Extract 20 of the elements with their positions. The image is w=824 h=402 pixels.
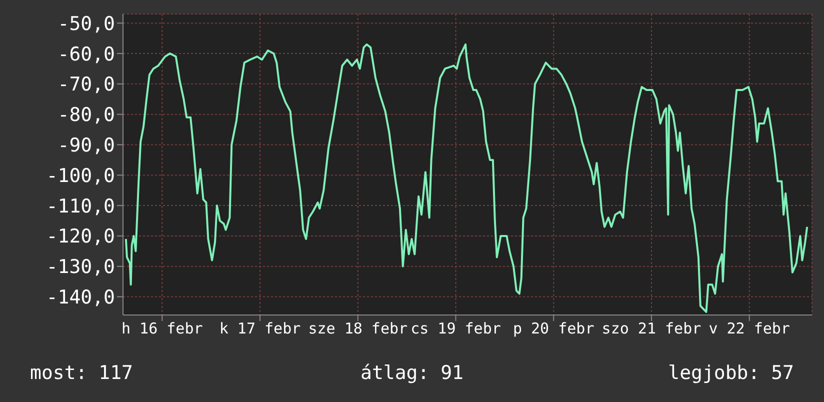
y-tick-label: -100,0: [46, 164, 115, 187]
y-tick-label: -80,0: [58, 104, 115, 126]
x-tick-label: sze 18 febr: [308, 320, 408, 338]
text: átlag: 91: [360, 362, 464, 384]
y-tick-label: -120,0: [46, 226, 115, 248]
y-tick-label: -60,0: [58, 43, 115, 66]
x-tick-label: v 22 febr: [708, 320, 790, 338]
x-tick-label: p 20 febr: [512, 320, 594, 338]
x-tick-label: k 17 febr: [219, 320, 301, 338]
text: most: 117: [30, 362, 133, 384]
y-tick-label: -70,0: [58, 74, 115, 96]
y-tick-label: -140,0: [46, 286, 115, 309]
x-tick-label: h 16 febr: [122, 320, 203, 338]
x-tick-label: szo 21 febr: [602, 320, 702, 338]
y-tick-label: -50,0: [58, 12, 115, 35]
y-tick-label: -110,0: [46, 195, 115, 218]
text: legjobb: 57: [668, 362, 794, 384]
y-tick-label: -130,0: [46, 256, 115, 278]
x-tick-label: cs 19 febr: [410, 320, 501, 338]
y-tick-label: -90,0: [58, 134, 115, 156]
